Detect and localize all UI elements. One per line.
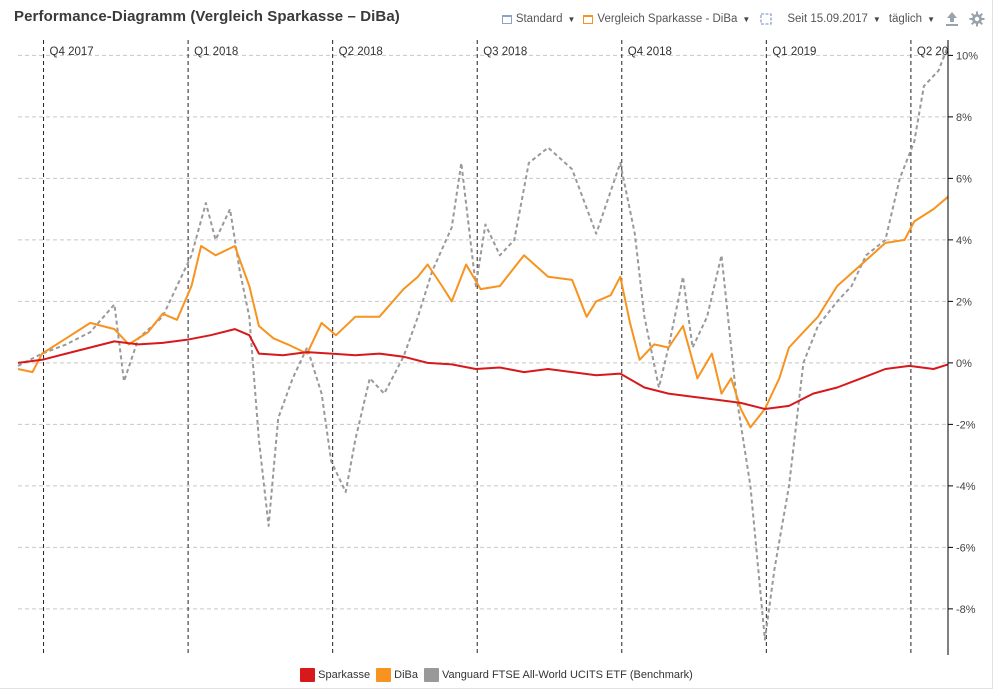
y-tick-label: 4%	[956, 235, 972, 247]
legend-item-diba[interactable]: DiBa	[376, 668, 418, 682]
y-tick-label: -2%	[956, 419, 976, 431]
comparison-select-label: Vergleich Sparkasse - DiBa	[597, 13, 738, 25]
series-line-sparkasse	[17, 328, 949, 410]
period-select[interactable]: Seit 15.09.2017 ▼	[787, 13, 881, 25]
chart-toolbar: Standard ▼ Vergleich Sparkasse - DiBa ▼ …	[494, 11, 985, 27]
series-lines	[17, 45, 949, 641]
legend-swatch	[376, 668, 392, 682]
comparison-select[interactable]: Vergleich Sparkasse - DiBa ▼	[583, 13, 750, 25]
quarter-label: Q2 2018	[339, 46, 383, 58]
legend-label: Vanguard FTSE All-World UCITS ETF (Bench…	[442, 669, 693, 681]
quarter-markers: Q4 2017 Q1 2018 Q2 2018 Q3 2018 Q4 2018 Q1 20…	[43, 40, 948, 655]
legend-label: DiBa	[394, 669, 418, 681]
quarter-label: Q1 2019	[772, 46, 816, 58]
quarter-label: Q2 20	[917, 46, 948, 58]
quarter-label: Q4 2017	[50, 46, 94, 58]
view-select[interactable]: Standard ▼	[501, 13, 576, 25]
quarter-label: Q3 2018	[483, 46, 527, 58]
interval-select[interactable]: täglich ▼	[889, 13, 935, 25]
legend-swatch	[424, 668, 439, 682]
legend-swatch	[300, 668, 316, 682]
period-select-label: Seit 15.09.2017	[787, 13, 868, 25]
y-tick-label: 6%	[956, 173, 972, 185]
chevron-down-icon: ▼	[927, 14, 935, 24]
view-icon	[501, 14, 512, 24]
quarter-label: Q4 2018	[628, 46, 672, 58]
y-tick-label: 10%	[956, 50, 978, 62]
series-line-vanguard-ftse-all-world-ucits-etf-benchmark-	[17, 45, 949, 641]
series-line-diba	[17, 196, 949, 429]
y-tick-label: -4%	[956, 481, 976, 493]
export-icon[interactable]	[945, 11, 959, 27]
y-tick-label: 8%	[956, 112, 972, 124]
interval-select-label: täglich	[888, 13, 923, 25]
y-tick-label: 2%	[956, 296, 972, 308]
chevron-down-icon: ▼	[872, 14, 881, 24]
y-tick-label: -6%	[956, 542, 976, 554]
y-tick-label: -8%	[956, 604, 976, 616]
gear-icon[interactable]	[969, 11, 985, 27]
legend-item-benchmark[interactable]: Vanguard FTSE All-World UCITS ETF (Bench…	[424, 668, 693, 682]
legend-item-sparkasse[interactable]: Sparkasse	[300, 668, 370, 682]
quarter-label: Q1 2018	[194, 46, 238, 58]
chevron-down-icon: ▼	[567, 14, 576, 24]
legend-label: Sparkasse	[318, 669, 371, 681]
page-title: Performance-Diagramm (Vergleich Sparkass…	[14, 8, 400, 25]
legend: Sparkasse DiBa Vanguard FTSE All-World U…	[0, 668, 993, 682]
y-axis: 10% 8% 6% 4% 2% 0% -2% -4% -6% -8%	[947, 40, 978, 655]
copy-icon[interactable]	[760, 12, 773, 26]
comparison-icon	[583, 14, 594, 24]
view-select-label: Standard	[515, 13, 563, 25]
chevron-down-icon: ▼	[742, 14, 751, 24]
y-tick-label: 0%	[956, 358, 972, 370]
grid-lines	[18, 54, 948, 610]
